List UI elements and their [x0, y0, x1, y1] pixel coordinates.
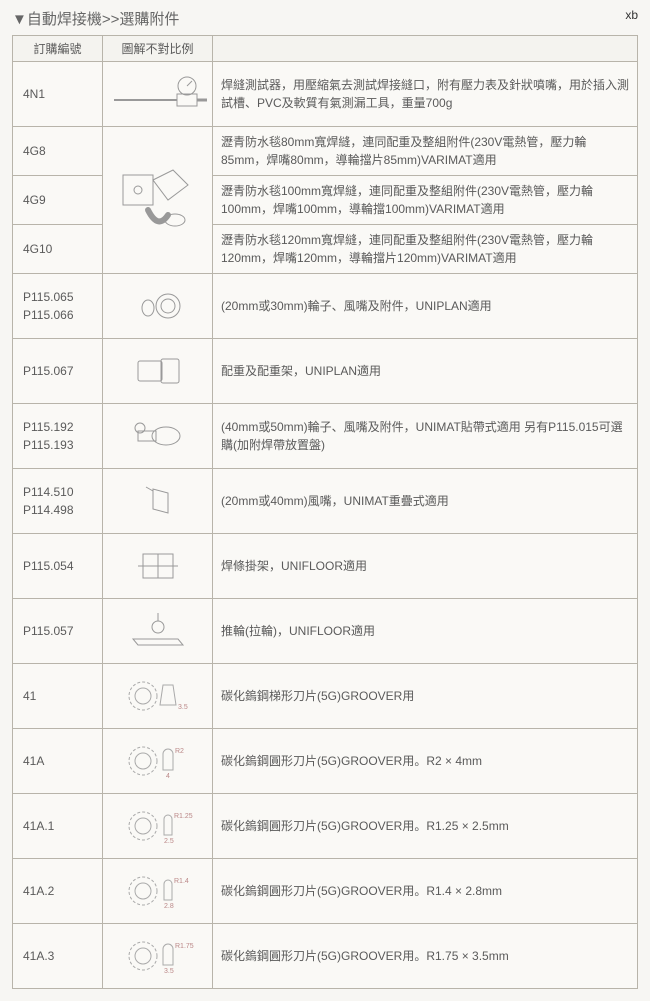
table-row: 41 3.5 碳化鎢鋼梯形刀片(5G)GROOVER用 [13, 664, 638, 729]
tester-icon [109, 74, 209, 114]
order-cell: 41 [13, 664, 103, 729]
col-diagram: 圖解不對比例 [103, 36, 213, 62]
desc-cell: 焊條掛架，UNIFLOOR適用 [213, 534, 638, 599]
desc-cell: (20mm或30mm)輪子、風嘴及附件，UNIPLAN適用 [213, 274, 638, 339]
diagram-cell [103, 404, 213, 469]
desc-cell: (20mm或40mm)風嘴，UNIMAT重疊式適用 [213, 469, 638, 534]
desc-cell: 碳化鎢鋼圓形刀片(5G)GROOVER用。R2 × 4mm [213, 729, 638, 794]
col-order: 訂購編號 [13, 36, 103, 62]
overlap-nozzle-icon [128, 481, 188, 521]
diagram-cell [103, 127, 213, 274]
table-row: 41A R2 4 碳化鎢鋼圓形刀片(5G)GROOVER用。R2 × 4mm [13, 729, 638, 794]
table-row: 41A.3 R1.75 3.5 碳化鎢鋼圓形刀片(5G)GROOVER用。R1.… [13, 924, 638, 989]
diagram-cell [103, 274, 213, 339]
diagram-cell [103, 339, 213, 404]
order-cell: P115.054 [13, 534, 103, 599]
svg-text:R1.25: R1.25 [174, 813, 193, 820]
table-row: 41A.2 R1.4 2.8 碳化鎢鋼圓形刀片(5G)GROOVER用。R1.4… [13, 859, 638, 924]
svg-text:3.5: 3.5 [178, 704, 188, 711]
varimat-kit-icon [113, 145, 203, 255]
svg-text:R2: R2 [175, 748, 184, 755]
table-row: P115.067 配重及配重架，UNIPLAN適用 [13, 339, 638, 404]
desc-cell: 配重及配重架，UNIPLAN適用 [213, 339, 638, 404]
desc-cell: 推輪(拉輪)，UNIFLOOR適用 [213, 599, 638, 664]
rod-holder-icon [128, 546, 188, 586]
diagram-cell [103, 599, 213, 664]
desc-cell: 碳化鎢鋼圓形刀片(5G)GROOVER用。R1.25 × 2.5mm [213, 794, 638, 859]
page-title: ▼自動焊接機>>選購附件 [12, 8, 179, 29]
desc-cell: 瀝青防水毯80mm寬焊縫，連同配重及整組附件(230V電熱管，壓力輪85mm，焊… [213, 127, 638, 176]
svg-text:R1.75: R1.75 [175, 943, 194, 950]
diagram-cell [103, 469, 213, 534]
desc-cell: 碳化鎢鋼圓形刀片(5G)GROOVER用。R1.4 × 2.8mm [213, 859, 638, 924]
col-desc [213, 36, 638, 62]
order-cell: 4G10 [13, 225, 103, 274]
svg-text:2.5: 2.5 [164, 838, 174, 845]
order-cell: 41A.1 [13, 794, 103, 859]
diagram-cell [103, 62, 213, 127]
desc-cell: 碳化鎢鋼圓形刀片(5G)GROOVER用。R1.75 × 3.5mm [213, 924, 638, 989]
order-cell: 41A [13, 729, 103, 794]
wheel-nozzle-icon [123, 286, 193, 326]
order-cell: 41A.3 [13, 924, 103, 989]
order-cell: 4G9 [13, 176, 103, 225]
table-row: 4N1 焊縫測試器，用壓縮氣去測試焊接縫口，附有壓力表及針狀噴嘴，用於插入測試槽… [13, 62, 638, 127]
order-cell: P115.057 [13, 599, 103, 664]
blade-round-icon: R1.25 2.5 [118, 805, 198, 847]
push-wheel-icon [123, 609, 193, 653]
blade-round-icon: R2 4 [118, 740, 198, 782]
diagram-cell [103, 534, 213, 599]
blade-trap-icon: 3.5 [118, 675, 198, 717]
order-cell: P114.510 P114.498 [13, 469, 103, 534]
order-cell: 4G8 [13, 127, 103, 176]
table-row: P115.054 焊條掛架，UNIFLOOR適用 [13, 534, 638, 599]
order-cell: 4N1 [13, 62, 103, 127]
table-row: P114.510 P114.498 (20mm或40mm)風嘴，UNIMAT重疊… [13, 469, 638, 534]
table-row: P115.192 P115.193 (40mm或50mm)輪子、風嘴及附件，UN… [13, 404, 638, 469]
table-row: 41A.1 R1.25 2.5 碳化鎢鋼圓形刀片(5G)GROOVER用。R1.… [13, 794, 638, 859]
blade-round-icon: R1.4 2.8 [118, 870, 198, 912]
weight-icon [123, 351, 193, 391]
desc-cell: 瀝青防水毯120mm寬焊縫，連同配重及整組附件(230V電熱管，壓力輪120mm… [213, 225, 638, 274]
diagram-cell: R2 4 [103, 729, 213, 794]
unimat-nozzle-icon [118, 416, 198, 456]
svg-text:R1.4: R1.4 [174, 878, 189, 885]
svg-text:4: 4 [166, 773, 170, 780]
desc-cell: 瀝青防水毯100mm寬焊縫，連同配重及整組附件(230V電熱管，壓力輪100mm… [213, 176, 638, 225]
desc-cell: (40mm或50mm)輪子、風嘴及附件，UNIMAT貼帶式適用 另有P115.0… [213, 404, 638, 469]
svg-text:3.5: 3.5 [164, 968, 174, 975]
desc-cell: 碳化鎢鋼梯形刀片(5G)GROOVER用 [213, 664, 638, 729]
diagram-cell: 3.5 [103, 664, 213, 729]
order-cell: 41A.2 [13, 859, 103, 924]
diagram-cell: R1.25 2.5 [103, 794, 213, 859]
order-cell: P115.192 P115.193 [13, 404, 103, 469]
diagram-cell: R1.75 3.5 [103, 924, 213, 989]
svg-text:2.8: 2.8 [164, 903, 174, 910]
accessories-table: 訂購編號 圖解不對比例 4N1 焊縫測試器，用壓縮氣去測試焊接 [12, 35, 638, 989]
desc-cell: 焊縫測試器，用壓縮氣去測試焊接縫口，附有壓力表及針狀噴嘴，用於插入測試槽、PVC… [213, 62, 638, 127]
blade-round-icon: R1.75 3.5 [118, 935, 198, 977]
order-cell: P115.067 [13, 339, 103, 404]
diagram-cell: R1.4 2.8 [103, 859, 213, 924]
page-tag: xb [625, 8, 638, 22]
table-row: 4G8 瀝青防水毯80mm寬焊縫，連同配重及整組附件(230V電熱管，壓力輪85… [13, 127, 638, 176]
table-row: P115.065 P115.066 (20mm或30mm)輪子、風嘴及附件，UN… [13, 274, 638, 339]
order-cell: P115.065 P115.066 [13, 274, 103, 339]
table-row: P115.057 推輪(拉輪)，UNIFLOOR適用 [13, 599, 638, 664]
